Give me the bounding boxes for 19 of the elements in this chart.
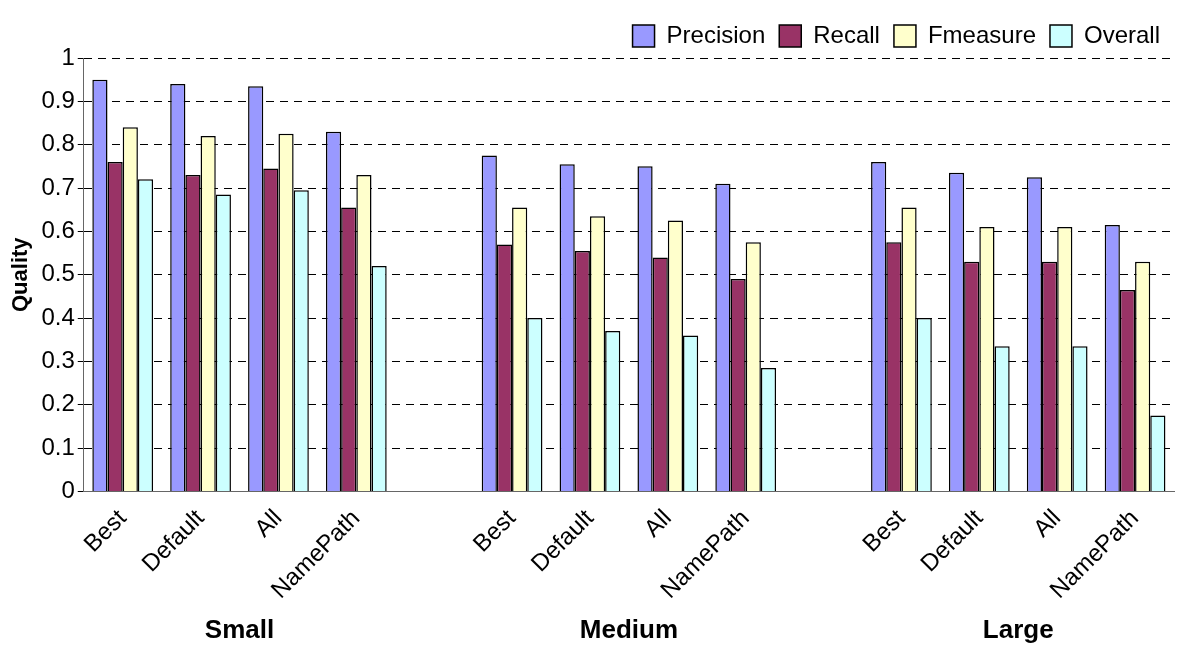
text: Medium [579,614,678,645]
legend-label: Fmeasure [927,20,1036,48]
y-tick-label: 0.5 [41,259,75,287]
y-tick-label: 0.7 [41,172,75,200]
text: Small [204,614,275,645]
y-tick-label: 0 [61,476,75,504]
y-tick-label: 0.6 [41,216,75,244]
legend-label: Recall [813,20,880,48]
y-tick-label: 0.9 [41,85,75,113]
y-tick-label: 1 [61,42,75,70]
legend-label: Overall [1083,20,1161,48]
legend-label: Precision [666,20,766,48]
y-tick-label: 0.4 [41,302,75,330]
y-tick-label: 0.1 [41,432,75,460]
y-tick-label: 0.3 [41,346,75,374]
y-tick-label: 0.8 [41,129,75,157]
y-tick-label: 0.2 [41,389,75,417]
text: Large [982,614,1054,645]
y-axis-title: Quality [7,236,33,313]
